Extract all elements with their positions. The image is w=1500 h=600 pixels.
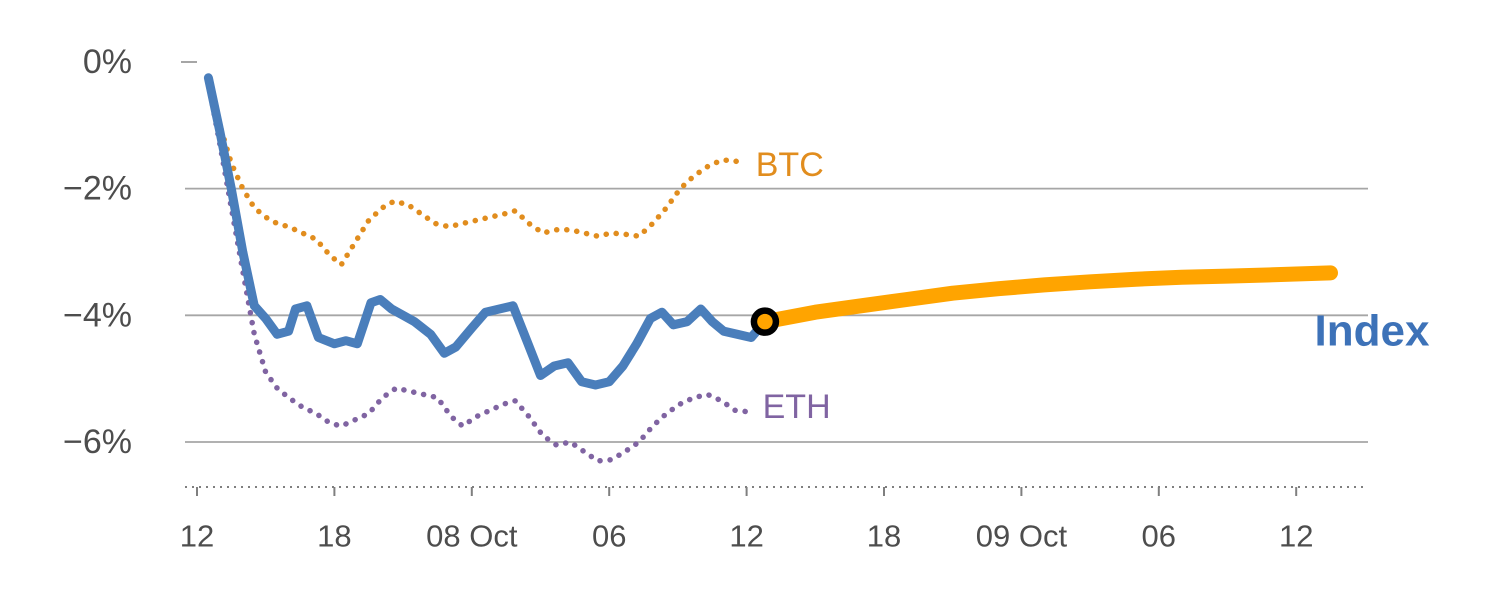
x-axis-tick-label: 09 Oct [976, 518, 1068, 553]
x-axis-tick-label: 12 [1279, 518, 1313, 553]
x-axis-tick-label: 06 [1142, 518, 1176, 553]
series-eth [205, 81, 750, 464]
y-axis-tick-label: 0% [83, 43, 132, 81]
y-axis-tick-label: −4% [63, 296, 132, 334]
x-axis-tick-label: 18 [867, 518, 901, 553]
x-axis-tick-label: 06 [592, 518, 626, 553]
x-axis-tick-label: 12 [729, 518, 763, 553]
series-index [203, 73, 770, 390]
y-axis-tick-label: −6% [63, 423, 132, 461]
x-axis-tick-label: 08 Oct [426, 518, 518, 553]
forecast-start-marker [750, 307, 780, 336]
series-label-btc: BTC [756, 146, 824, 184]
series-label-eth: ETH [763, 388, 831, 426]
x-axis-tick-label: 12 [180, 518, 214, 553]
series-index-forecast [757, 265, 1338, 330]
y-axis-tick-label: −2% [63, 170, 132, 208]
series-btc [205, 78, 745, 268]
series-label-index: Index [1315, 307, 1430, 356]
x-axis-tick-label: 18 [317, 518, 351, 553]
